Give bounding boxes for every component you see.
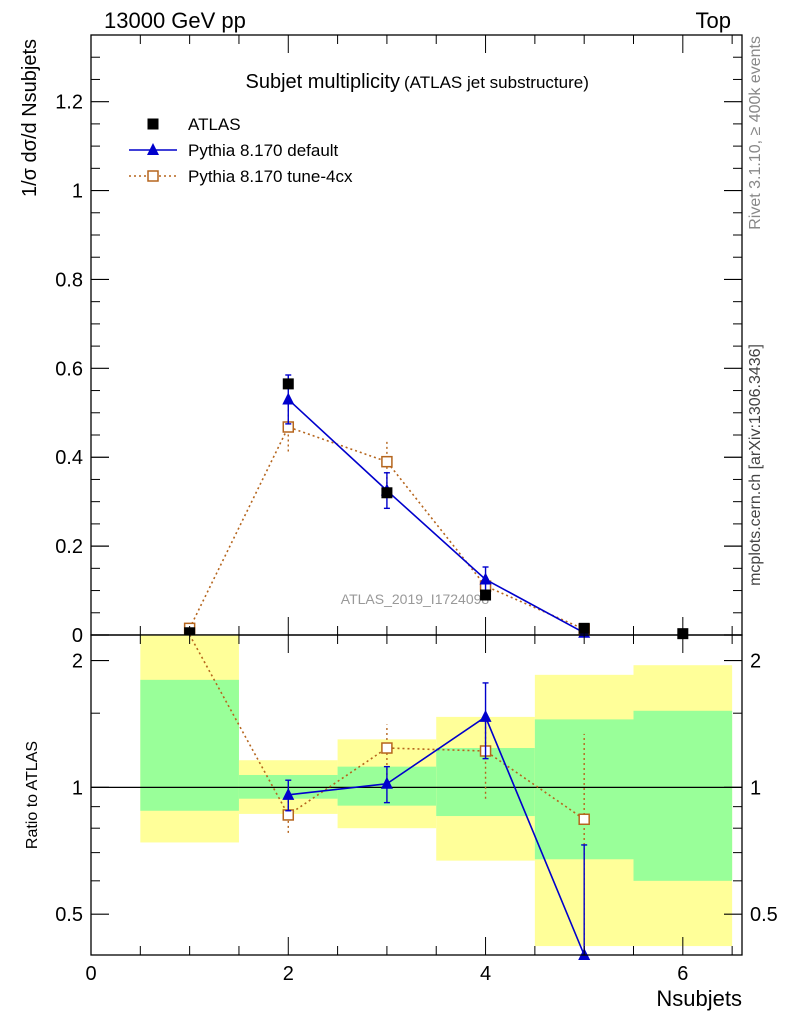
legend-label: Pythia 8.170 tune-4cx (188, 167, 353, 186)
point-tune-4cx (381, 455, 393, 468)
y-tick-label: 0 (72, 625, 83, 647)
x-tick-label: 4 (480, 963, 491, 985)
ratio-point-default (479, 709, 492, 722)
y-tick-label: 0.2 (55, 536, 83, 558)
series-line-default (287, 398, 585, 634)
energy-label: 13000 GeV pp (104, 8, 246, 33)
y-tick-label: 1 (72, 181, 83, 203)
legend-marker-tune-4cx (147, 170, 159, 182)
ratio-plot-frame (90, 634, 743, 956)
ratio-y-tick-label-left: 1 (72, 777, 83, 799)
watermark: ATLAS_2019_I1724098 (341, 591, 490, 607)
legend-label: Pythia 8.170 default (188, 141, 339, 160)
mcplots-side-label: mcplots.cern.ch [arXiv:1306.3436] (747, 344, 764, 586)
legend-label: ATLAS (188, 115, 241, 134)
ratio-y-axis-label: Ratio to ATLAS (24, 741, 41, 849)
rivet-side-label: Rivet 3.1.10, ≥ 400k events (747, 36, 764, 230)
main-panel: Subjet multiplicity (ATLAS jet substruct… (19, 34, 743, 647)
y-tick-label: 0.6 (55, 358, 83, 380)
x-tick-label: 6 (677, 963, 688, 985)
point-default (282, 392, 295, 405)
point-atlas (480, 589, 492, 601)
ratio-y-tick-label-right: 1 (750, 777, 761, 799)
ratio-point-tune-4cx (381, 742, 393, 754)
x-tick-label: 0 (85, 963, 96, 985)
y-tick-label: 0.8 (55, 269, 83, 291)
point-atlas (282, 378, 294, 390)
legend-marker-atlas (147, 118, 159, 130)
ratio-y-tick-label-left: 2 (72, 651, 83, 673)
ratio-y-tick-label-right: 2 (750, 651, 761, 673)
ratio-point-default (380, 776, 393, 789)
ratio-y-tick-label-left: 0.5 (55, 904, 83, 926)
point-atlas (381, 487, 393, 499)
x-axis-label: Nsubjets (656, 986, 742, 1011)
process-label: Top (696, 8, 731, 33)
ratio-point-tune-4cx (282, 809, 295, 821)
legend: ATLAS Pythia 8.170 default Pythia 8.170 tu… (129, 115, 353, 186)
legend-marker-default (147, 143, 159, 155)
band-green (140, 679, 239, 811)
ratio-line-tune-4cx (188, 634, 585, 820)
main-y-axis-label: 1/σ dσ/d Nsubjets (19, 39, 41, 197)
ratio-point-tune-4cx (578, 813, 590, 826)
ratio-panel: Ratio to ATLAS Nsubjets 0.5 0.5 1 1 2 2 0 2 4 6 (24, 634, 778, 1011)
x-tick-label: 2 (283, 963, 294, 985)
ratio-line-default (288, 715, 585, 956)
ratio-point-default (282, 787, 295, 800)
band-green (633, 710, 733, 881)
ratio-y-tick-label-right: 0.5 (750, 904, 778, 926)
y-tick-label: 0.4 (55, 447, 83, 469)
main-title: Subjet multiplicity (245, 71, 400, 93)
main-subtitle: (ATLAS jet substructure) (404, 73, 589, 92)
y-tick-label: 1.2 (55, 92, 83, 114)
point-default (479, 572, 492, 585)
